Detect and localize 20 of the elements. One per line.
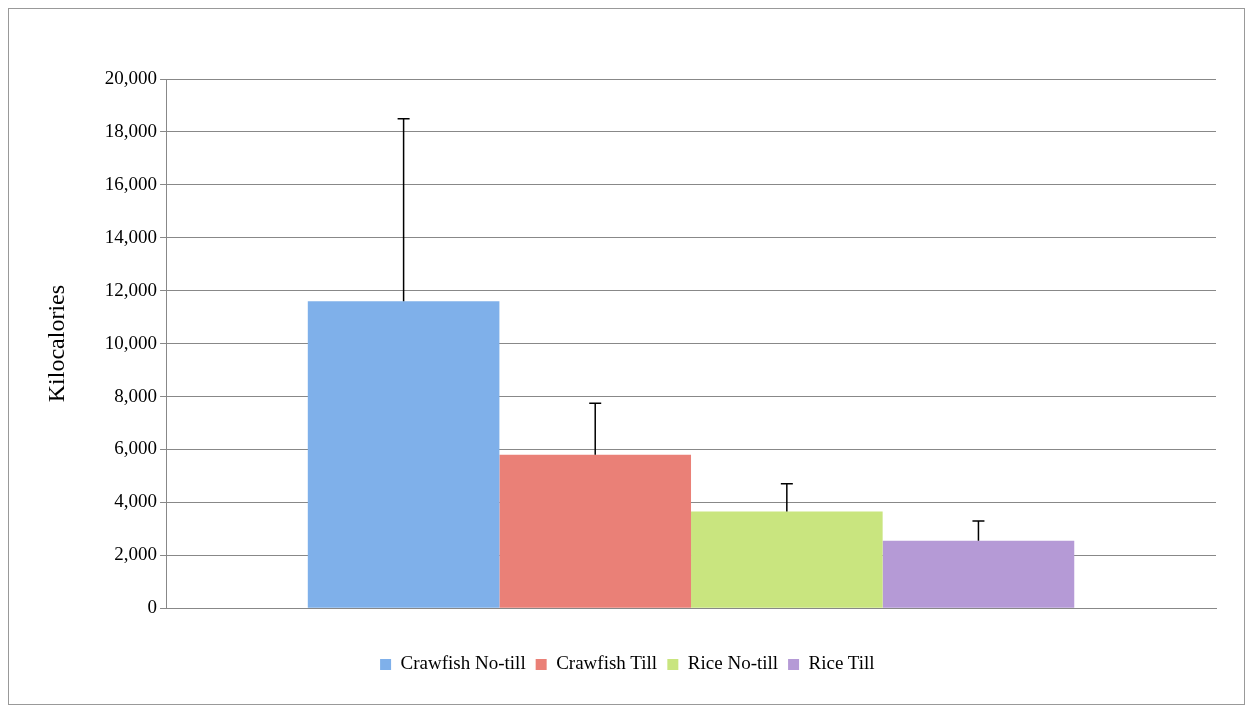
y-tick-label: 6,000 xyxy=(114,437,158,459)
legend-label: Crawfish No-till xyxy=(400,652,526,674)
legend-label: Rice Till xyxy=(808,652,875,674)
y-tick-label: 0 xyxy=(147,596,158,618)
legend-label: Rice No-till xyxy=(687,652,779,674)
y-axis-title: Kilocalories xyxy=(42,284,69,403)
y-tick-label: 10,000 xyxy=(104,331,158,353)
bar xyxy=(499,454,692,608)
y-tick-label: 8,000 xyxy=(114,384,158,406)
y-tick-label: 18,000 xyxy=(104,119,158,141)
y-tick-label: 20,000 xyxy=(104,66,158,88)
y-tick-label: 12,000 xyxy=(104,278,158,300)
y-tick-label: 4,000 xyxy=(114,490,158,512)
y-tick-label: 2,000 xyxy=(114,543,158,565)
legend-label: Crawfish Till xyxy=(556,652,657,674)
bar xyxy=(691,511,883,608)
y-tick-label: 14,000 xyxy=(104,225,158,247)
bar xyxy=(882,540,1075,608)
bar xyxy=(307,301,500,608)
y-tick-label: 16,000 xyxy=(104,172,158,194)
